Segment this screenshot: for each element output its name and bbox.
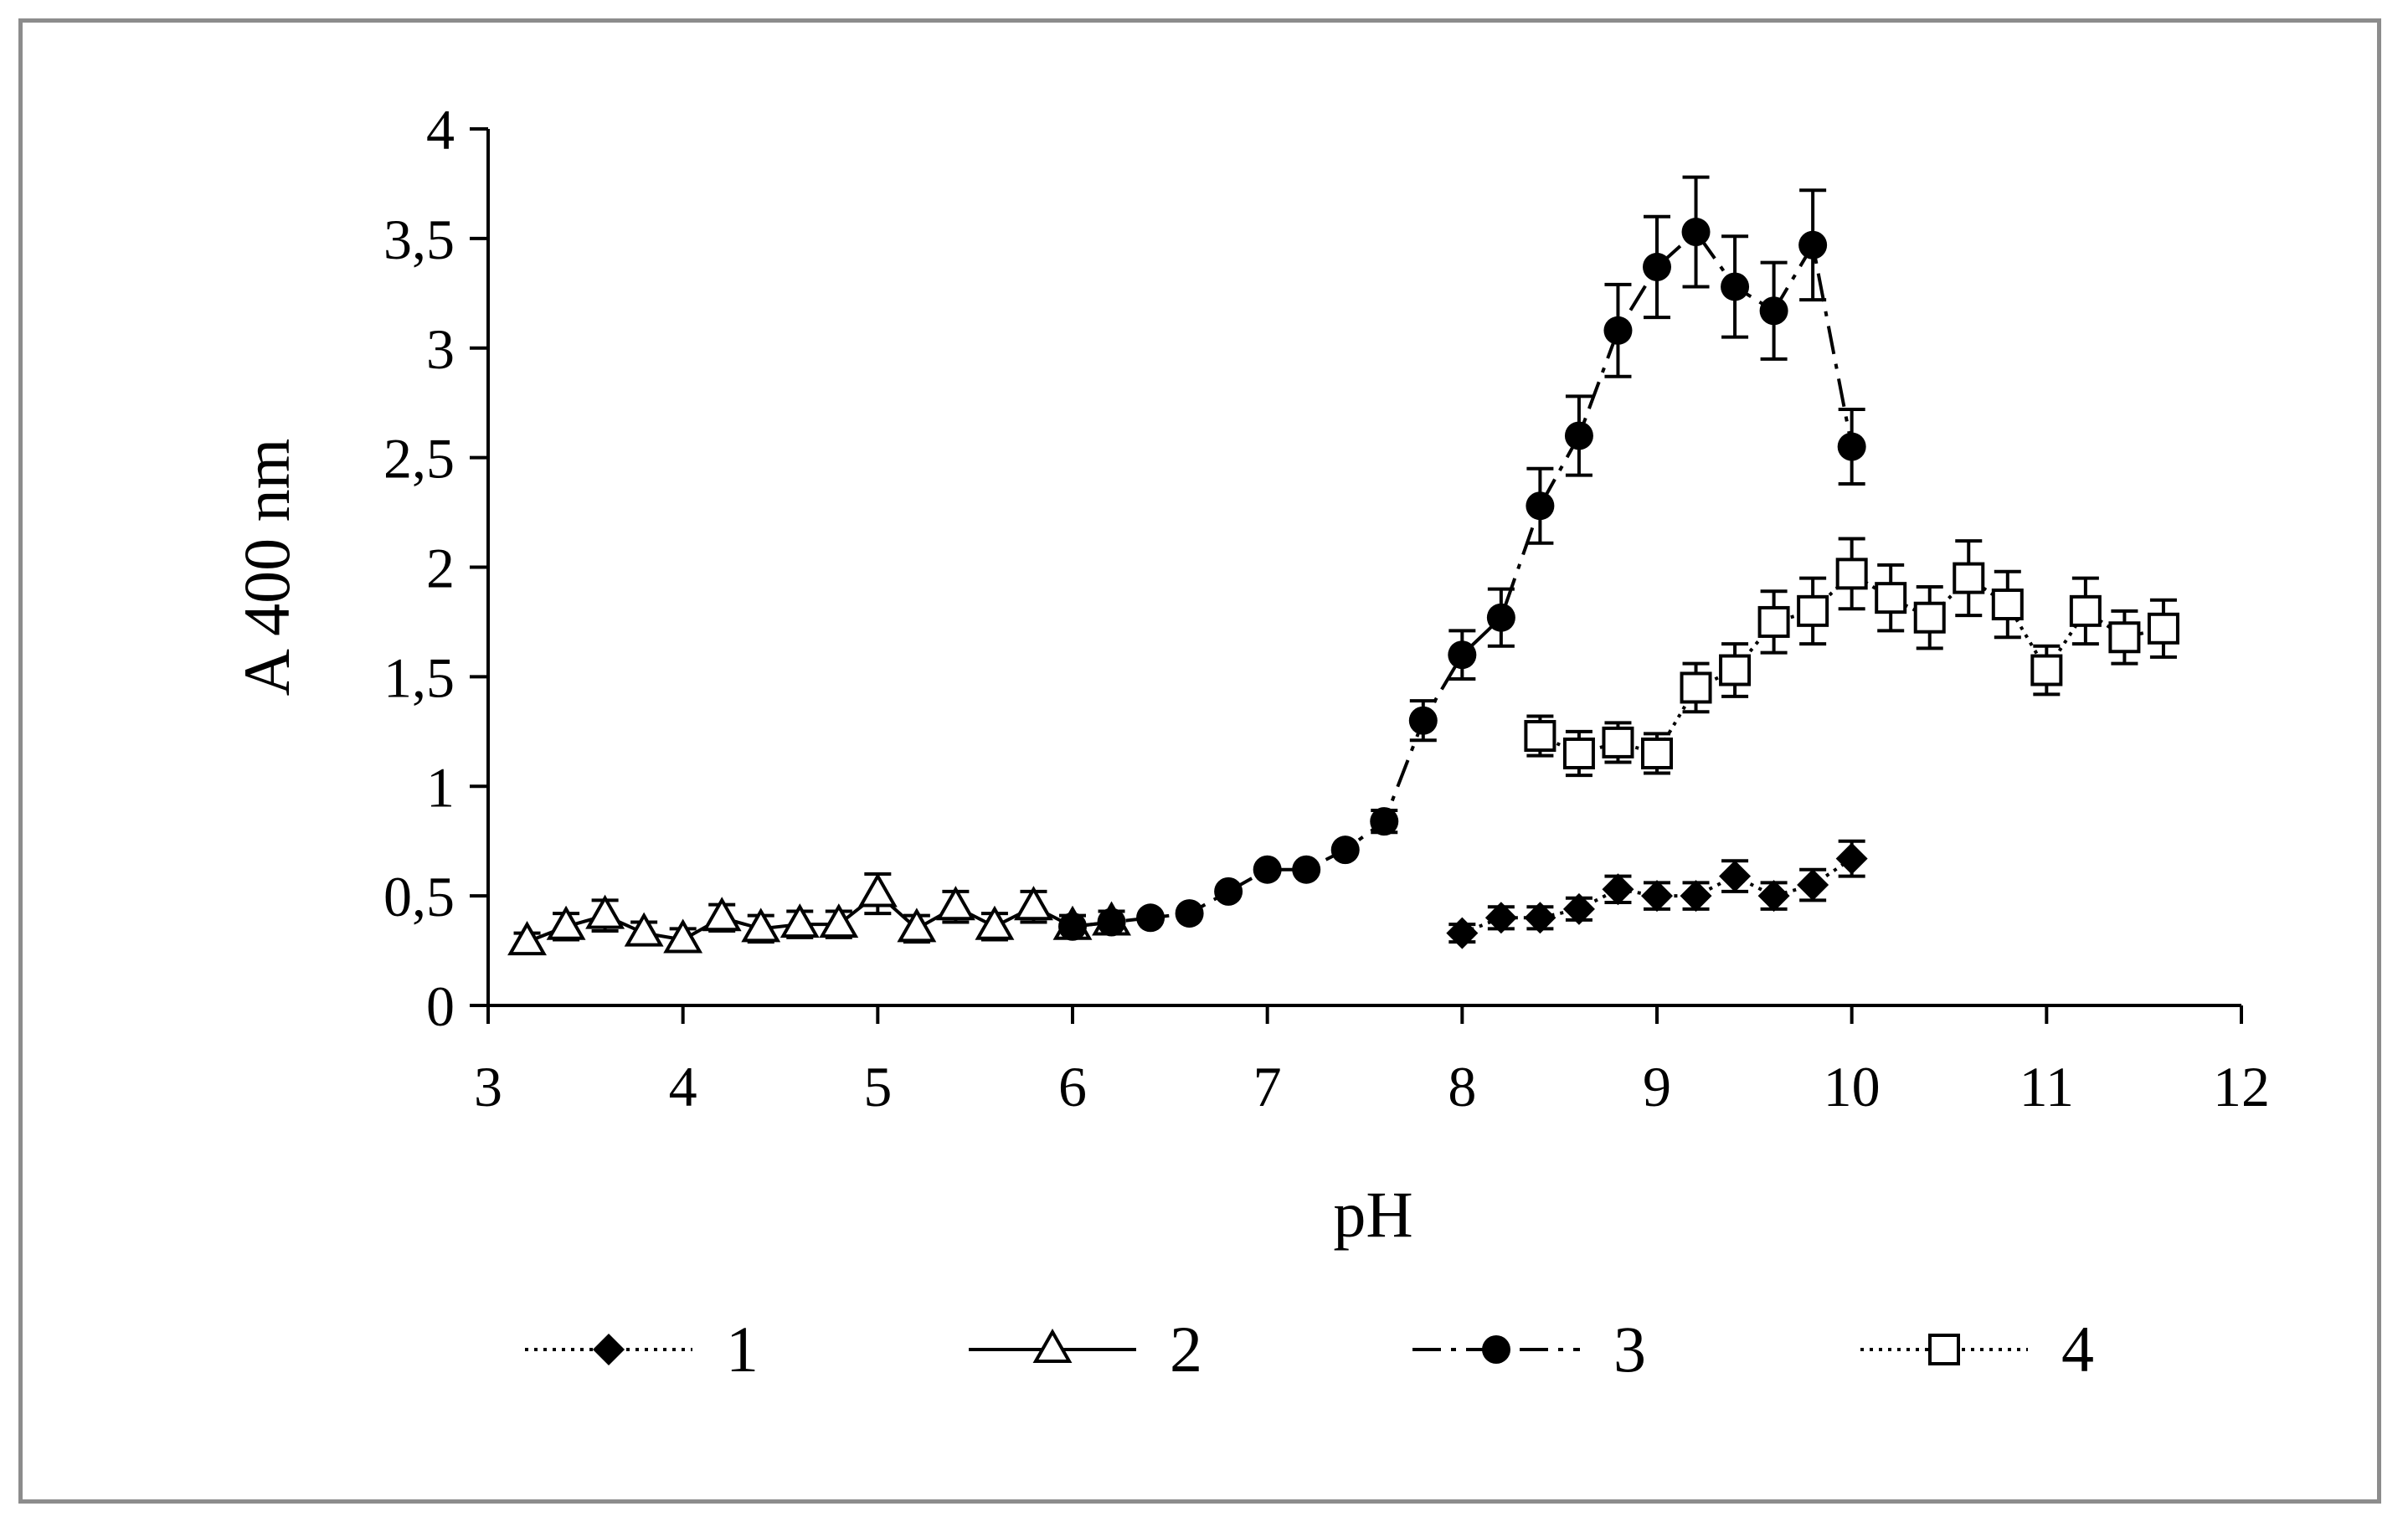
series-2-point [624,912,664,947]
series-4-point [2108,621,2141,654]
series-3-point [1448,640,1477,670]
legend-marker-2 [1032,1328,1073,1363]
series-3-point [1408,706,1438,735]
series-4-point [1757,605,1790,638]
series-2-point [1014,886,1053,921]
y-tick-label: 4 [426,98,455,162]
series-3-point [1058,912,1087,941]
series-3-point [1526,491,1555,521]
series-2-point [546,905,586,940]
series-3-point [1175,899,1204,928]
series-1-point [1602,873,1634,906]
series-2-point [975,905,1015,940]
x-tick-label: 6 [1058,1055,1087,1118]
series-2-point [702,897,742,932]
series-4-point [2069,594,2102,627]
series-2-point [585,894,625,929]
figure-frame: 0 0,5 1 1,5 2 2,5 3 3,5 4 3 4 5 6 7 8 9 10 11 12 pH A 400 nm… [18,18,2381,1504]
series-1-point [1562,892,1595,925]
legend-label-1: 1 [726,1313,759,1386]
series-2-point [897,907,937,943]
series-3-point [1837,432,1866,461]
series-4-point [1641,737,1673,769]
series-1-point [1719,860,1752,892]
series-4-point [1680,671,1712,704]
series-3-point [1564,421,1593,450]
y-tick-label: 2 [426,537,455,600]
legend-label-2: 2 [1170,1313,1202,1386]
x-tick-label: 9 [1643,1055,1671,1118]
x-tick-label: 7 [1253,1055,1282,1118]
x-axis-title: pH [1333,1178,1412,1251]
x-tick-label: 8 [1448,1055,1476,1118]
series-2-point [857,872,898,907]
series-4-point [1913,601,1946,634]
series-4-point [1602,726,1634,758]
legend-marker-4 [1928,1334,1960,1365]
series-1-point [1757,880,1790,913]
series-1-point [1680,880,1712,913]
series-1-point [1446,917,1479,949]
series-3-point [1292,855,1321,884]
series-4-point [1562,737,1595,769]
series-3-point [1214,877,1243,906]
series-3-point [1798,230,1828,260]
error-bars [513,175,2177,953]
series-4-point [2147,612,2179,645]
series-3-point [1097,907,1126,937]
series-4-point [1875,582,1907,614]
series-3-point [1603,316,1633,345]
y-axis-title: A 400 nm [230,439,303,697]
y-tick-label: 1 [426,755,455,819]
series-1-point [1797,869,1829,902]
series-2-point [935,886,975,921]
y-tick-label: 0,5 [383,865,455,928]
y-tick-label: 1,5 [383,645,455,709]
series-3-point [1136,903,1165,933]
series-4-point [1835,558,1868,590]
series-3-point [1643,252,1671,281]
series-1-point [1524,902,1556,934]
x-tick-label: 3 [474,1055,502,1118]
legend-label-3: 3 [1613,1313,1646,1386]
series-3-point [1253,855,1282,884]
series-4-point [1524,720,1556,753]
series-1-point [1641,880,1673,913]
x-tick-label: 5 [863,1055,892,1118]
series-4-point [1797,594,1829,627]
series-2-point [663,918,703,954]
series-4-point [1953,562,1985,594]
series-3-point [1486,603,1515,632]
series-4-point [1991,588,2024,620]
x-tick-label: 11 [2020,1055,2074,1118]
series-1-point [1484,902,1517,934]
y-tick-label: 3 [426,317,455,381]
series-4-point [2030,654,2063,686]
legend-marker-1 [593,1334,625,1365]
data-markers [507,218,2179,956]
series-2-point [507,921,547,956]
series-2-point [741,907,781,943]
series-3-point [1759,296,1788,326]
series-2-point [819,903,859,938]
x-tick-label: 12 [2213,1055,2270,1118]
series-3-point [1370,807,1399,836]
series-1-point [1835,842,1868,875]
series-2-line [526,891,1112,943]
y-tick-label: 2,5 [383,427,455,491]
series-3-point [1681,218,1711,247]
y-tick-label: 0 [426,974,455,1038]
axes: 0 0,5 1 1,5 2 2,5 3 3,5 4 3 4 5 6 7 8 9 10 11 12 pH A 400 nm [230,98,2270,1251]
series-2-point [780,903,820,938]
x-tick-label: 4 [669,1055,697,1118]
series-3-point [1721,272,1750,301]
series-3-point [1330,835,1360,865]
series-4-point [1719,654,1752,686]
legend-label-4: 4 [2061,1313,2094,1386]
y-tick-label: 3,5 [383,208,455,271]
legend-marker-3 [1482,1335,1510,1364]
x-tick-label: 10 [1824,1055,1881,1118]
legend: 1 2 3 4 [525,1313,2094,1386]
